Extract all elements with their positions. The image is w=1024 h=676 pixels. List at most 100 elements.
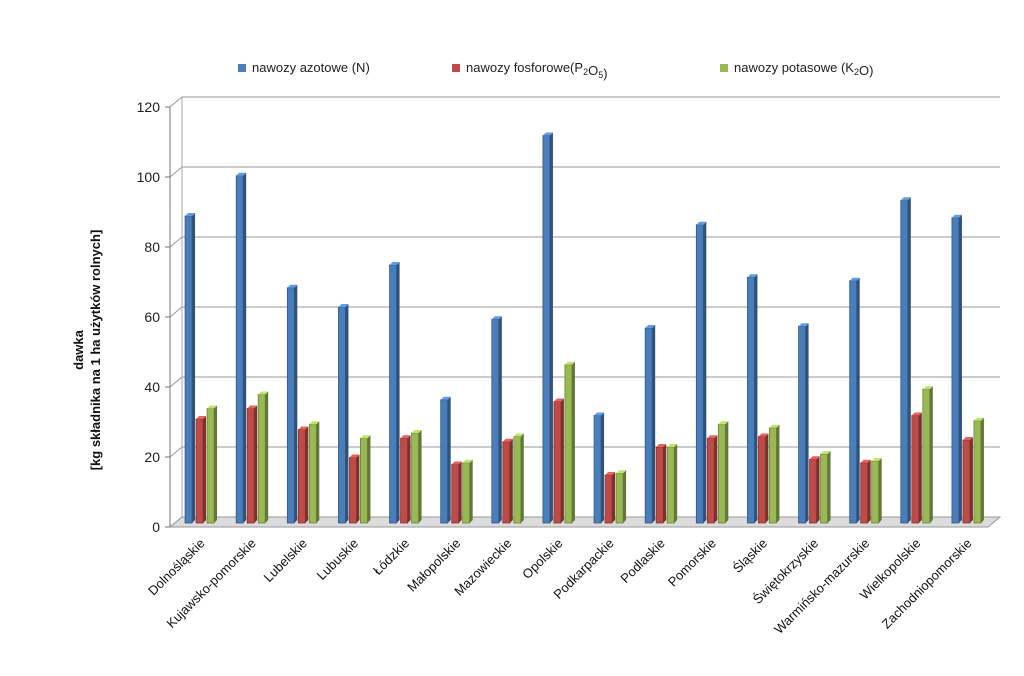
- bar-side: [969, 437, 973, 523]
- x-tick-label: Kujawsko-pomorskie: [163, 536, 258, 631]
- bar-side: [776, 424, 780, 523]
- bar-side: [458, 461, 462, 523]
- bar-front: [747, 276, 755, 524]
- bar: [758, 433, 769, 524]
- bar: [951, 214, 962, 524]
- bar-side: [203, 416, 207, 523]
- bar-front: [900, 199, 909, 524]
- bar: [206, 405, 218, 524]
- bar: [911, 412, 922, 524]
- bar-front: [491, 318, 500, 524]
- bar-front: [400, 437, 408, 524]
- bar-side: [265, 391, 269, 523]
- bar-side: [652, 325, 656, 523]
- bar-top: [718, 421, 729, 425]
- bar-top: [360, 435, 371, 439]
- bar-front: [360, 437, 368, 524]
- bar-top: [820, 451, 831, 454]
- bar-side: [703, 221, 707, 523]
- bar-top: [502, 438, 513, 442]
- bar: [900, 197, 911, 524]
- bar-top: [696, 221, 707, 225]
- bar-side: [243, 172, 247, 523]
- y-tick-label: 100: [137, 169, 161, 185]
- bar: [615, 470, 627, 524]
- legend: nawozy azotowe (N) nawozy fosforowe(P2O5)…: [238, 60, 873, 81]
- x-tick-label: Opolskie: [519, 536, 565, 582]
- bar-top: [564, 361, 575, 365]
- bar-front: [769, 427, 777, 524]
- bar-front: [206, 408, 215, 524]
- bars: [184, 132, 984, 524]
- y-axis-ticks: 0 20 40 60 80 100 120: [137, 99, 171, 535]
- bar: [502, 438, 513, 524]
- bar-top: [973, 417, 984, 421]
- bar-top: [349, 454, 360, 458]
- x-tick-label: Łódzkie: [370, 536, 412, 578]
- bar-side: [878, 458, 882, 523]
- bar-front: [513, 436, 522, 524]
- bar-top: [411, 430, 422, 433]
- bar-front: [195, 418, 204, 524]
- gridline-diag: [169, 306, 183, 318]
- bar: [706, 435, 718, 524]
- bar-top: [400, 435, 411, 439]
- legend-swatch: [238, 64, 246, 72]
- gridline-diag: [169, 166, 183, 178]
- bar-side: [316, 421, 320, 523]
- bar: [860, 459, 871, 524]
- gridline-diag: [169, 376, 183, 388]
- bar-side: [663, 444, 667, 523]
- bar-top: [849, 277, 860, 281]
- bar-front: [297, 429, 306, 524]
- bar: [440, 396, 451, 524]
- x-tick-label: Zachodniopomorskie: [879, 536, 975, 632]
- bar-side: [623, 470, 627, 523]
- bar-top: [185, 213, 196, 216]
- bar-front: [973, 420, 982, 524]
- bar-top: [707, 435, 718, 439]
- bar-side: [856, 277, 860, 523]
- bar-side: [907, 197, 911, 523]
- bar: [349, 454, 360, 524]
- bar-side: [305, 426, 309, 523]
- y-tick-label: 20: [144, 449, 160, 465]
- bar: [257, 391, 269, 524]
- bar: [542, 132, 553, 524]
- bar: [513, 433, 524, 524]
- bar: [871, 458, 882, 524]
- bar-side: [418, 430, 422, 523]
- bar-front: [655, 446, 664, 524]
- bar-front: [246, 408, 255, 524]
- x-tick-label: Pomorskie: [665, 536, 719, 590]
- y-axis-title-line1: dawka: [71, 329, 86, 370]
- bar: [644, 325, 656, 524]
- bar-top: [616, 470, 627, 474]
- bar-side: [498, 316, 502, 523]
- chart-floor: [168, 516, 1002, 528]
- bar-top: [258, 391, 269, 395]
- bar-side: [867, 459, 871, 523]
- bar-side: [601, 412, 605, 523]
- bar-front: [411, 432, 419, 524]
- bar-side: [827, 451, 831, 523]
- bar-top: [196, 416, 207, 419]
- x-tick-label: Lubelskie: [260, 536, 309, 585]
- bar: [666, 444, 678, 524]
- bar-front: [542, 135, 551, 524]
- bar: [235, 172, 247, 524]
- bar-front: [257, 394, 266, 524]
- legend-label: nawozy potasowe (K2O): [734, 60, 873, 78]
- bar-front: [860, 462, 869, 524]
- bar-side: [816, 456, 820, 523]
- bar-top: [809, 456, 820, 460]
- bar: [809, 456, 820, 524]
- bar-front: [644, 327, 653, 524]
- bar-top: [656, 444, 667, 447]
- bar: [962, 437, 973, 524]
- bar: [308, 421, 320, 524]
- y-tick-label: 0: [152, 519, 160, 535]
- bar: [184, 213, 196, 524]
- bar-top: [389, 262, 400, 265]
- bar-side: [725, 421, 729, 523]
